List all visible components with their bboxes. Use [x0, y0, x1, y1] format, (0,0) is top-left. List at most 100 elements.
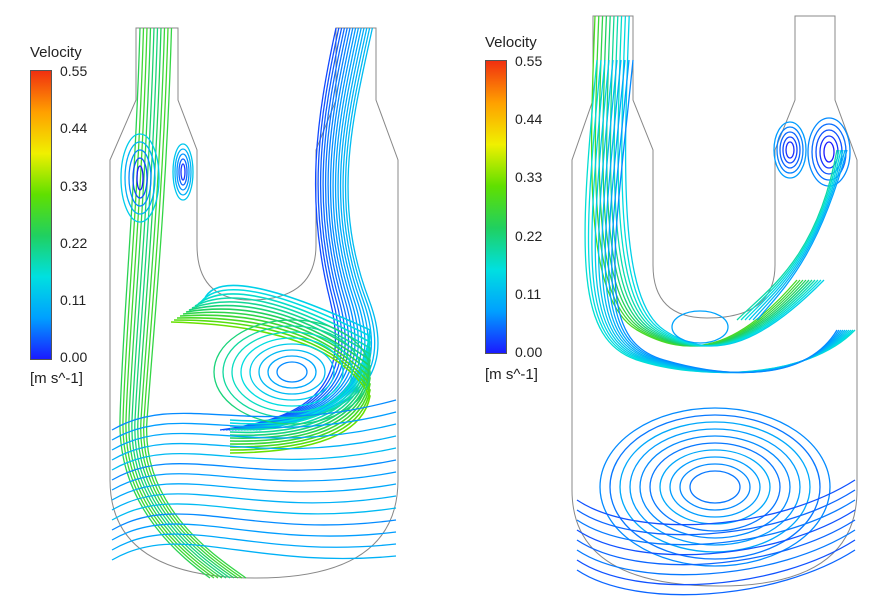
streamline — [614, 59, 838, 374]
vortex-streamline — [136, 165, 144, 191]
legend-title: Velocity — [30, 44, 82, 61]
streamline — [576, 479, 856, 526]
legend-tick: 0.33 — [515, 169, 543, 185]
streamline — [576, 519, 856, 566]
streamline — [594, 15, 801, 347]
streamline — [617, 15, 819, 347]
flow-panel-left: Velocity 0.55 0.44 0.33 0.22 0.11 0.00 [… — [30, 27, 399, 579]
streamline — [143, 27, 243, 579]
streamline — [111, 493, 397, 511]
legend-tick: 0.44 — [60, 120, 88, 136]
streamline — [624, 15, 825, 347]
streamline — [576, 539, 856, 586]
streamline — [188, 304, 371, 437]
vortex-streamline — [120, 133, 160, 223]
vortex-streamline — [807, 117, 851, 187]
streamline — [197, 293, 371, 428]
streamline — [111, 513, 397, 531]
legend-tick: 0.55 — [60, 63, 88, 79]
vortex-streamline — [231, 331, 353, 413]
vortex-streamline — [629, 428, 801, 546]
streamline — [621, 15, 822, 347]
legend-tick: 0.44 — [515, 111, 543, 127]
vortex-streamline — [276, 361, 308, 383]
streamline — [111, 447, 397, 471]
vortex-streamline — [124, 141, 156, 215]
streamline — [111, 411, 397, 441]
streamline — [576, 499, 856, 546]
streamlines — [576, 15, 856, 596]
colorbar — [30, 70, 52, 360]
streamline — [601, 59, 846, 374]
legend-tick: 0.55 — [515, 53, 543, 69]
streamline — [111, 483, 397, 501]
legend-tick: 0.22 — [515, 228, 543, 244]
vortex-streamline — [659, 449, 771, 525]
vortex-streamline — [785, 141, 795, 159]
streamline-plot — [571, 15, 858, 596]
vortex-streamline — [639, 435, 791, 539]
streamline — [219, 27, 337, 431]
streamline — [748, 149, 844, 321]
streamline — [111, 459, 397, 481]
vortex-streamline — [128, 149, 152, 207]
vortex-streamline — [819, 135, 839, 169]
streamline — [111, 435, 397, 461]
streamline — [590, 15, 798, 347]
streamline — [111, 399, 397, 431]
legend-unit: [m s^-1] — [485, 366, 538, 383]
streamline — [146, 27, 247, 579]
vortex-streamline — [669, 456, 761, 518]
streamline — [744, 149, 842, 321]
vortex-streamline — [213, 319, 371, 425]
vortex-streamline — [176, 153, 190, 191]
streamline — [225, 27, 343, 431]
vortex-streamline — [267, 355, 317, 389]
streamline — [613, 15, 816, 347]
legend-tick: 0.00 — [515, 344, 543, 360]
streamline — [228, 27, 346, 431]
vortex-streamline — [222, 325, 362, 419]
vortex-streamline — [823, 141, 835, 163]
legend-unit: [m s^-1] — [30, 370, 83, 387]
vortex-streamline — [689, 470, 741, 504]
streamline — [576, 489, 856, 536]
streamline — [576, 529, 856, 576]
vortex-streamline — [782, 136, 798, 164]
vortex-streamline — [776, 126, 804, 174]
streamline — [111, 533, 397, 551]
streamline — [176, 316, 371, 448]
streamline — [111, 503, 397, 521]
vortex-streamline — [773, 121, 807, 179]
legend-tick: 0.11 — [515, 286, 542, 302]
vortex-streamline — [258, 349, 326, 395]
vortex-streamline — [178, 158, 188, 186]
streamline — [740, 149, 840, 321]
vortex-streamline — [609, 414, 821, 560]
streamline — [170, 321, 371, 454]
vortex-streamline — [671, 310, 729, 344]
streamline — [598, 15, 804, 347]
vortex-streamline — [172, 143, 194, 201]
streamline — [576, 509, 856, 556]
streamline — [231, 27, 349, 431]
streamline — [243, 27, 363, 431]
streamline-plot — [109, 27, 399, 579]
streamline — [111, 423, 397, 451]
streamline — [222, 27, 340, 431]
legend-title: Velocity — [485, 34, 537, 51]
streamline — [602, 15, 807, 347]
streamline — [576, 549, 856, 596]
vortex-streamline — [180, 163, 186, 181]
streamline — [200, 289, 371, 425]
streamline — [609, 15, 813, 347]
legend-tick: 0.11 — [60, 292, 87, 308]
legend-tick: 0.22 — [60, 235, 88, 251]
vortex-streamline — [249, 343, 335, 401]
streamline — [584, 59, 856, 374]
streamline — [606, 15, 810, 347]
legend-tick: 0.00 — [60, 349, 88, 365]
streamline — [111, 471, 397, 491]
streamline — [736, 149, 838, 321]
streamline — [752, 149, 846, 321]
